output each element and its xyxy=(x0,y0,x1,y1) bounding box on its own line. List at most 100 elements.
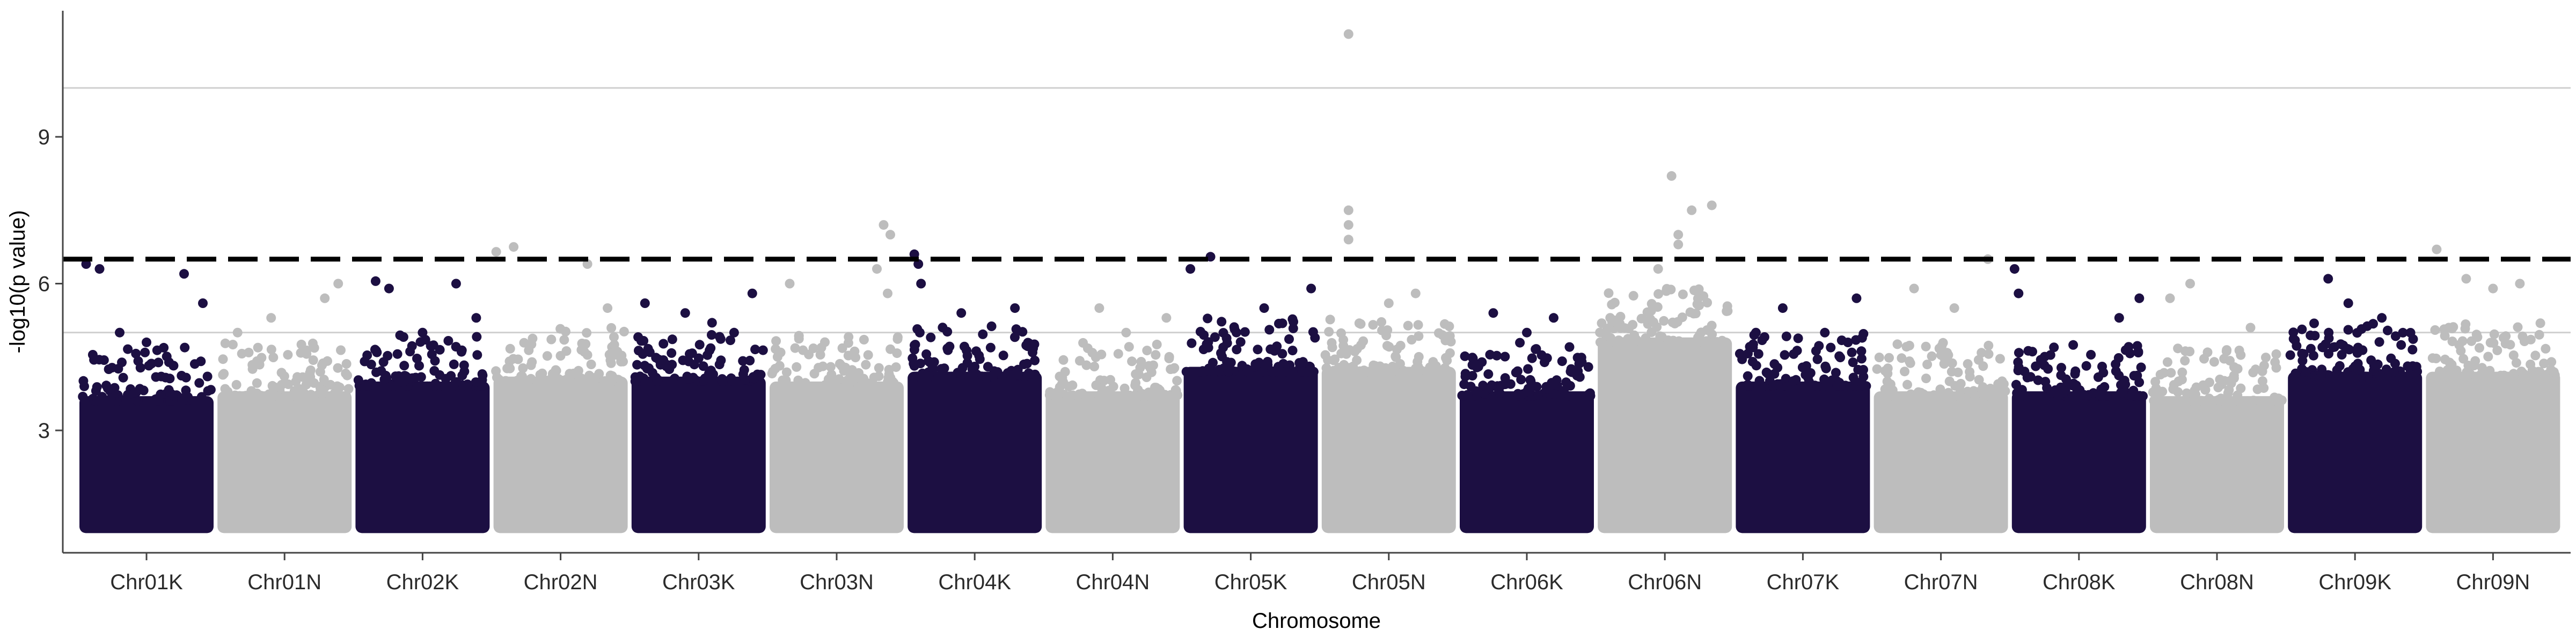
snp-point xyxy=(945,341,955,352)
snp-point xyxy=(1835,353,1846,363)
snp-point xyxy=(1993,390,2003,400)
snp-point xyxy=(2040,377,2051,387)
snp-point xyxy=(194,378,204,388)
snp-point xyxy=(1678,289,1688,299)
snp-point xyxy=(1653,289,1664,299)
snp-point xyxy=(2036,355,2046,365)
chromosome-group-Chr01N xyxy=(217,279,354,533)
snp-point xyxy=(998,350,1008,361)
snp-point xyxy=(2271,349,2281,359)
snp-point xyxy=(2460,324,2470,334)
dense-points-band xyxy=(1321,367,1456,533)
snp-point xyxy=(2530,350,2541,361)
peak-point xyxy=(2134,293,2145,303)
snp-point xyxy=(1457,391,1467,400)
snp-point xyxy=(1965,371,1975,382)
snp-point xyxy=(771,344,781,354)
snp-point xyxy=(1253,345,1263,355)
snp-point xyxy=(1222,338,1232,348)
snp-point xyxy=(939,363,949,374)
snp-point xyxy=(1717,335,1727,346)
snp-point xyxy=(632,360,642,370)
snp-point xyxy=(1929,390,1939,400)
dense-points-band xyxy=(1460,391,1594,533)
snp-point xyxy=(1280,367,1291,377)
snp-point xyxy=(1857,380,1868,391)
snp-point xyxy=(1166,364,1176,374)
snp-point xyxy=(775,380,786,391)
snp-point xyxy=(1203,313,1213,324)
snp-point xyxy=(645,347,655,357)
snp-point xyxy=(1773,379,1783,389)
snp-point xyxy=(2516,367,2527,377)
peak-point xyxy=(1343,29,1353,39)
snp-point xyxy=(318,385,328,396)
chromosome-group-Chr09N xyxy=(2426,244,2560,533)
snp-point xyxy=(1904,356,1914,367)
snp-point xyxy=(1268,366,1277,376)
snp-point xyxy=(658,339,669,349)
snp-point xyxy=(1511,368,1521,378)
peak-point xyxy=(2343,298,2353,308)
snp-point xyxy=(989,366,999,376)
chromosome-group-Chr08K xyxy=(2009,264,2148,533)
snp-point xyxy=(435,345,445,355)
snp-point xyxy=(459,367,470,377)
snp-point xyxy=(708,369,718,379)
dense-points-band xyxy=(1736,381,1870,533)
dense-points-band xyxy=(908,371,1042,533)
snp-point xyxy=(678,355,688,365)
snp-point xyxy=(457,345,467,355)
snp-point xyxy=(561,326,570,336)
snp-point xyxy=(1781,331,1791,341)
snp-point xyxy=(1210,332,1220,342)
peak-point xyxy=(198,298,208,308)
snp-point xyxy=(1943,387,1953,398)
snp-point xyxy=(449,359,459,369)
peak-point xyxy=(1673,230,1684,240)
x-tick-label-Chr05K: Chr05K xyxy=(1214,570,1287,594)
snp-point xyxy=(308,355,318,365)
snp-point xyxy=(244,347,254,357)
snp-point xyxy=(221,390,231,400)
snp-point xyxy=(2149,396,2159,406)
snp-point xyxy=(435,370,445,380)
peak-point xyxy=(2377,313,2387,323)
snp-point xyxy=(220,338,230,348)
snp-point xyxy=(1820,327,1830,338)
snp-point xyxy=(1845,381,1855,391)
snp-point xyxy=(978,329,988,339)
snp-point xyxy=(2405,370,2415,380)
snp-point xyxy=(267,380,277,391)
snp-point xyxy=(726,335,735,346)
snp-point xyxy=(986,321,997,331)
snp-point xyxy=(1321,363,1331,373)
snp-point xyxy=(1743,371,1753,381)
snp-point xyxy=(1641,333,1651,343)
chromosome-group-Chr03N xyxy=(767,220,904,533)
snp-point xyxy=(586,360,596,369)
peak-point xyxy=(509,242,519,252)
snp-point xyxy=(196,356,206,367)
snp-point xyxy=(2316,371,2326,381)
snp-point xyxy=(1395,359,1405,369)
snp-point xyxy=(694,340,705,350)
snp-point xyxy=(542,351,552,361)
snp-point xyxy=(1077,389,1087,399)
snp-point xyxy=(2306,343,2316,354)
snp-point xyxy=(298,372,308,382)
snp-point xyxy=(2489,329,2499,339)
peak-point xyxy=(2014,288,2024,298)
x-tick-label-Chr08K: Chr08K xyxy=(2043,570,2116,594)
snp-point xyxy=(750,345,760,355)
snp-point xyxy=(519,376,530,386)
snp-point xyxy=(135,363,145,373)
snp-point xyxy=(814,363,824,373)
dense-points-band xyxy=(1598,337,1732,533)
snp-point xyxy=(1187,338,1197,348)
snp-point xyxy=(1522,386,1532,397)
snp-point xyxy=(863,350,873,360)
x-tick-label-Chr04K: Chr04K xyxy=(938,570,1011,594)
snp-point xyxy=(1672,317,1682,327)
snp-point xyxy=(2071,380,2081,391)
